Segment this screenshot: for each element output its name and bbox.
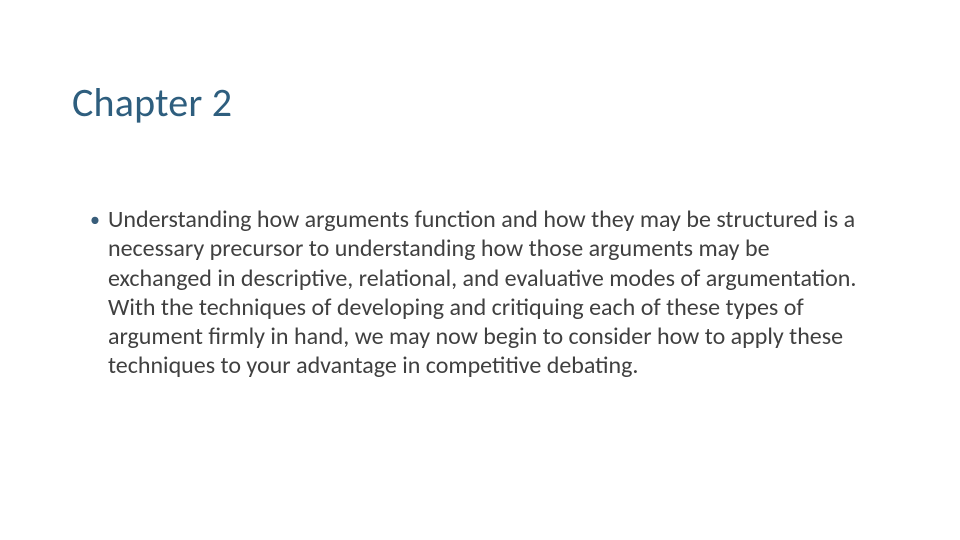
slide-container: Chapter 2 • Understanding how arguments … [0, 0, 960, 540]
slide-title: Chapter 2 [72, 78, 888, 127]
bullet-item: • Understanding how arguments function a… [90, 205, 888, 381]
bullet-text: Understanding how arguments function and… [108, 205, 878, 381]
slide-body: • Understanding how arguments function a… [72, 205, 888, 381]
bullet-marker-icon: • [90, 205, 100, 235]
